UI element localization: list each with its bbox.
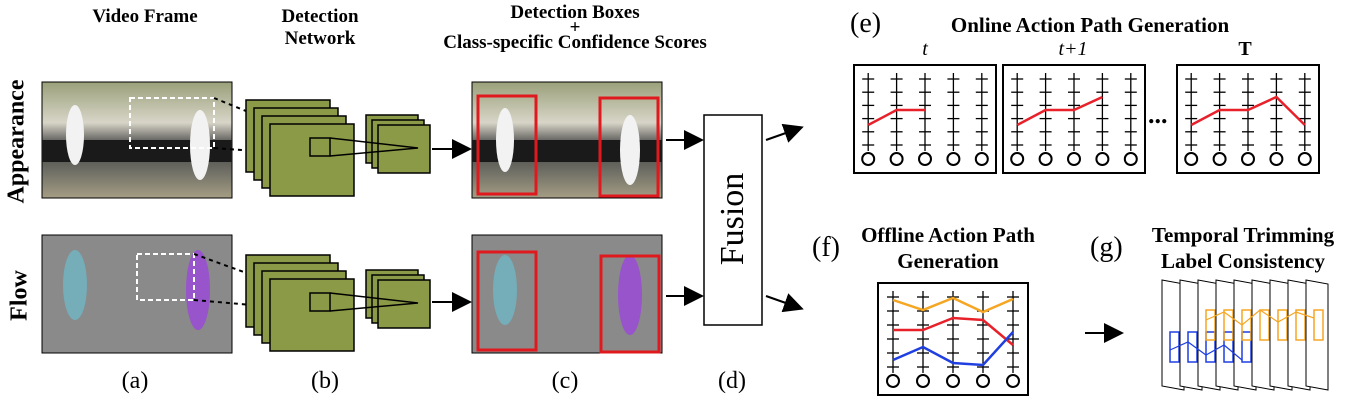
- header-boxes-line2: Class-specific Confidence Scores: [443, 32, 707, 53]
- label-b: (b): [311, 368, 339, 394]
- stack-frame: [1287, 279, 1311, 391]
- label-d: (d): [718, 368, 746, 394]
- offline-path-1: [893, 316, 1014, 346]
- trimming-title-line1: Temporal Trimming: [1151, 223, 1335, 247]
- temporal-trimming-stack: [1161, 279, 1329, 391]
- header-video-frame: Video Frame: [92, 6, 198, 27]
- offline-path-2: [892, 331, 1014, 367]
- header-boxes-line1: Detection Boxes: [510, 2, 640, 23]
- stack-frame: [1305, 279, 1329, 391]
- label-c: (c): [551, 368, 579, 394]
- stack-frame: [1251, 279, 1275, 391]
- stack-box-orange: [1277, 309, 1288, 341]
- stack-frame: [1269, 279, 1293, 391]
- header-detection-line2: Network: [284, 28, 356, 49]
- detection-frame-flow: [471, 234, 663, 354]
- flow-frame-a: [41, 234, 233, 354]
- label-f: (f): [812, 232, 840, 263]
- stack-box-blue: [1187, 331, 1198, 363]
- header-detection-line1: Detection: [281, 6, 359, 27]
- label-a: (a): [121, 368, 149, 394]
- ellipsis: ...: [1148, 100, 1168, 129]
- stack-box-blue: [1241, 331, 1252, 363]
- offline-title-line1: Offline Action Path: [861, 223, 1035, 247]
- cnn-appearance: [245, 99, 431, 197]
- stack-box-orange: [1259, 309, 1270, 341]
- online-path: [1190, 95, 1306, 127]
- offline-title: Offline Action Path Generation: [848, 222, 1048, 274]
- detection-frame-appearance: [471, 81, 663, 199]
- appearance-frame-a: [41, 81, 233, 199]
- stack-path-blue: [1169, 341, 1243, 361]
- trimming-title: Temporal Trimming Label Consistency: [1128, 222, 1358, 274]
- stack-box-orange: [1223, 309, 1234, 341]
- offline-title-line2: Generation: [897, 249, 999, 273]
- header-boxes-plus: +: [569, 17, 581, 38]
- online-path-panels: [853, 64, 1320, 174]
- online-path: [1016, 95, 1103, 127]
- online-title: Online Action Path Generation: [950, 13, 1230, 37]
- trimming-title-line2: Label Consistency: [1161, 249, 1325, 273]
- fusion-box: [703, 114, 763, 326]
- stack-box-blue: [1223, 331, 1234, 363]
- offline-path-panel: [877, 282, 1029, 396]
- stack-path-orange: [1205, 309, 1315, 326]
- index-T: T: [1238, 38, 1252, 60]
- stack-box-orange: [1205, 309, 1216, 341]
- index-t1: t+1: [1058, 38, 1088, 60]
- fusion-label: Fusion: [714, 172, 751, 266]
- online-path: [867, 108, 925, 127]
- index-t: t: [922, 38, 928, 60]
- cnn-flow: [245, 254, 431, 352]
- offline-path-0: [892, 296, 1014, 314]
- label-g: (g): [1090, 232, 1123, 263]
- stack-box-blue: [1169, 331, 1180, 363]
- stack-box-blue: [1205, 331, 1216, 363]
- stack-box-orange: [1313, 309, 1324, 341]
- header-detection-network: Detection Network: [250, 6, 390, 50]
- stack-box-orange: [1295, 309, 1306, 341]
- label-e: (e): [850, 8, 882, 39]
- header-detection-boxes: Detection Boxes + Class-specific Confide…: [400, 2, 750, 53]
